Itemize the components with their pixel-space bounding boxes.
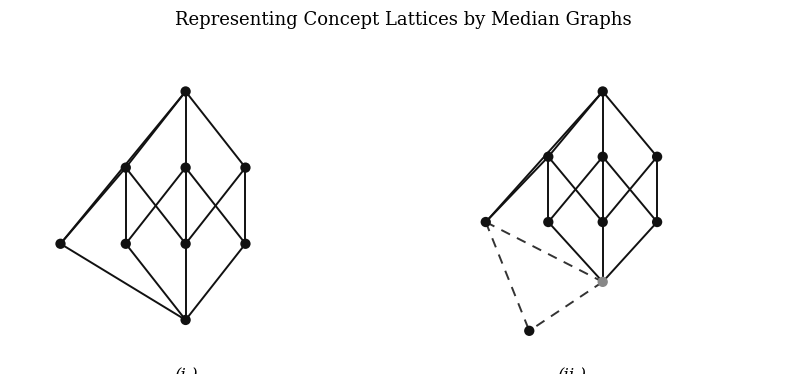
Point xyxy=(650,154,663,160)
Point xyxy=(239,165,252,171)
Point xyxy=(596,219,609,225)
Point xyxy=(541,219,554,225)
Point xyxy=(596,89,609,95)
Point xyxy=(596,279,609,285)
Point xyxy=(479,219,492,225)
Point xyxy=(596,154,609,160)
Point xyxy=(541,154,554,160)
Point xyxy=(54,241,67,247)
Point xyxy=(179,317,192,323)
Point xyxy=(179,165,192,171)
Point xyxy=(119,165,132,171)
Point xyxy=(119,241,132,247)
Text: (i.): (i.) xyxy=(174,367,198,374)
Point xyxy=(239,241,252,247)
Text: Representing Concept Lattices by Median Graphs: Representing Concept Lattices by Median … xyxy=(175,11,632,29)
Point xyxy=(650,219,663,225)
Point xyxy=(179,89,192,95)
Point xyxy=(523,328,536,334)
Point xyxy=(179,241,192,247)
Text: (ii.): (ii.) xyxy=(558,367,587,374)
